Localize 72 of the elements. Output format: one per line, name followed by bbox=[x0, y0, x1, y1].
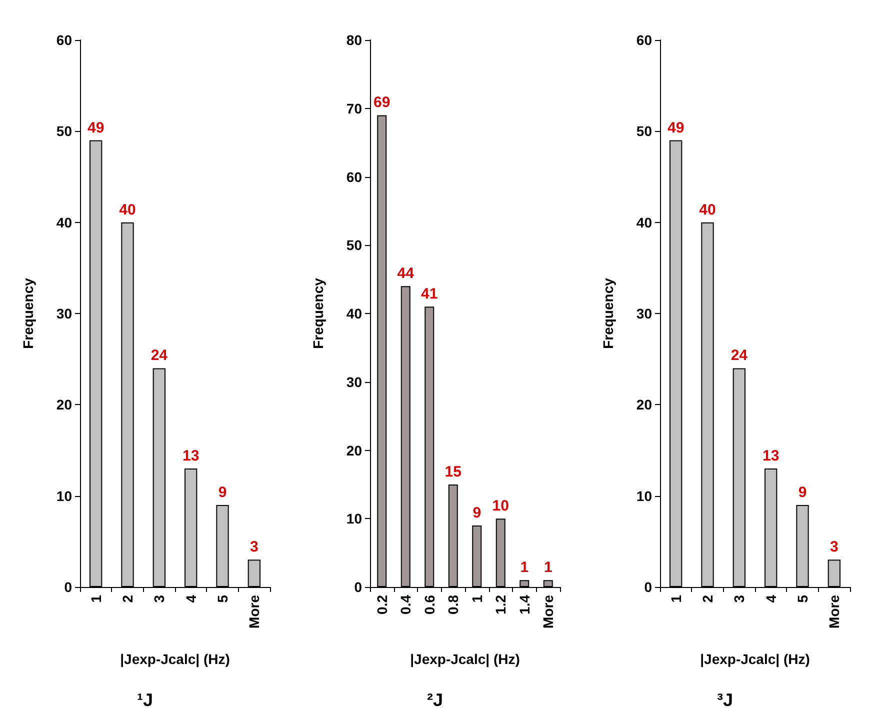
y-tick-label: 60 bbox=[636, 32, 652, 48]
data-label: 24 bbox=[150, 347, 168, 364]
x-tick-label: 5 bbox=[794, 594, 810, 603]
x-axis-title: |Jexp-Jcalc| (Hz) bbox=[410, 651, 520, 668]
x-tick-label: 3 bbox=[151, 594, 168, 603]
x-tick-label: 4 bbox=[182, 594, 199, 603]
x-tick-label: 1.2 bbox=[492, 594, 509, 614]
x-tick-label: 0.2 bbox=[374, 594, 390, 614]
data-label: 9 bbox=[472, 504, 482, 522]
x-tick-label: 0.8 bbox=[445, 594, 462, 614]
y-tick-label: 20 bbox=[346, 442, 362, 458]
y-tick-label: 40 bbox=[346, 306, 362, 322]
y-axis-title: Frequency bbox=[310, 278, 326, 349]
x-tick-label: More bbox=[540, 594, 556, 628]
text: ¹J bbox=[136, 690, 154, 710]
y-tick-label: 0 bbox=[64, 579, 72, 595]
x-tick-label: 2 bbox=[120, 594, 136, 603]
y-tick-label: 50 bbox=[346, 237, 362, 254]
x-tick-label: 1 bbox=[468, 594, 485, 603]
y-tick-label: 10 bbox=[56, 488, 72, 504]
data-label: 49 bbox=[87, 119, 104, 136]
y-tick-label: 60 bbox=[56, 32, 72, 48]
x-tick-label: 4 bbox=[762, 594, 779, 603]
data-label: 69 bbox=[374, 94, 390, 112]
x-tick-label: 1 bbox=[668, 594, 684, 603]
y-tick-label: 30 bbox=[346, 374, 362, 390]
data-label: 9 bbox=[218, 484, 227, 501]
y-axis-title: Frequency bbox=[600, 278, 616, 349]
y-tick-label: 20 bbox=[636, 396, 652, 413]
data-label: 1 bbox=[544, 559, 552, 576]
y-tick-label: 0 bbox=[644, 579, 652, 595]
y-tick-label: 10 bbox=[346, 510, 362, 527]
data-label: 40 bbox=[119, 201, 136, 218]
data-label: 49 bbox=[667, 119, 684, 136]
y-axis-title: Frequency bbox=[20, 278, 36, 349]
data-label: 3 bbox=[830, 538, 838, 556]
data-label: 24 bbox=[730, 347, 748, 364]
x-tick-label: 3 bbox=[731, 594, 748, 603]
data-label: 41 bbox=[421, 286, 438, 303]
y-tick-label: 40 bbox=[636, 214, 652, 230]
data-label: 15 bbox=[444, 463, 462, 480]
x-tick-label: 1 bbox=[88, 594, 104, 603]
x-tick-label: 0.6 bbox=[421, 594, 438, 614]
y-tick-label: 60 bbox=[346, 168, 362, 185]
data-label: 13 bbox=[762, 447, 780, 464]
y-tick-label: 10 bbox=[636, 488, 652, 504]
x-tick-label: 1.4 bbox=[516, 594, 532, 614]
y-tick-label: 30 bbox=[636, 306, 652, 322]
x-tick-label: 0.4 bbox=[398, 594, 414, 614]
y-tick-label: 30 bbox=[56, 306, 72, 322]
y-tick-label: 40 bbox=[56, 214, 72, 230]
y-tick-label: 20 bbox=[56, 396, 72, 413]
y-tick-label: 0 bbox=[354, 579, 362, 595]
y-tick-label: 50 bbox=[636, 123, 652, 140]
data-label: 10 bbox=[492, 498, 509, 515]
x-tick-label: More bbox=[826, 594, 842, 628]
y-tick-label: 80 bbox=[346, 32, 362, 48]
y-tick-label: 50 bbox=[56, 123, 72, 140]
x-axis-title: |Jexp-Jcalc| (Hz) bbox=[700, 651, 810, 668]
x-tick-label: More bbox=[246, 594, 262, 628]
text: ²J bbox=[426, 690, 444, 710]
data-label: 44 bbox=[397, 265, 415, 282]
x-tick-label: 5 bbox=[214, 594, 230, 603]
data-label: 9 bbox=[798, 484, 807, 501]
data-label: 3 bbox=[250, 538, 258, 556]
data-label: 13 bbox=[182, 447, 200, 464]
y-tick-label: 70 bbox=[346, 100, 362, 116]
text: ³J bbox=[716, 690, 734, 710]
data-label: 40 bbox=[699, 201, 716, 218]
x-axis-title: |Jexp-Jcalc| (Hz) bbox=[120, 651, 230, 668]
x-tick-label: 2 bbox=[700, 594, 716, 603]
data-label: 1 bbox=[520, 559, 529, 576]
